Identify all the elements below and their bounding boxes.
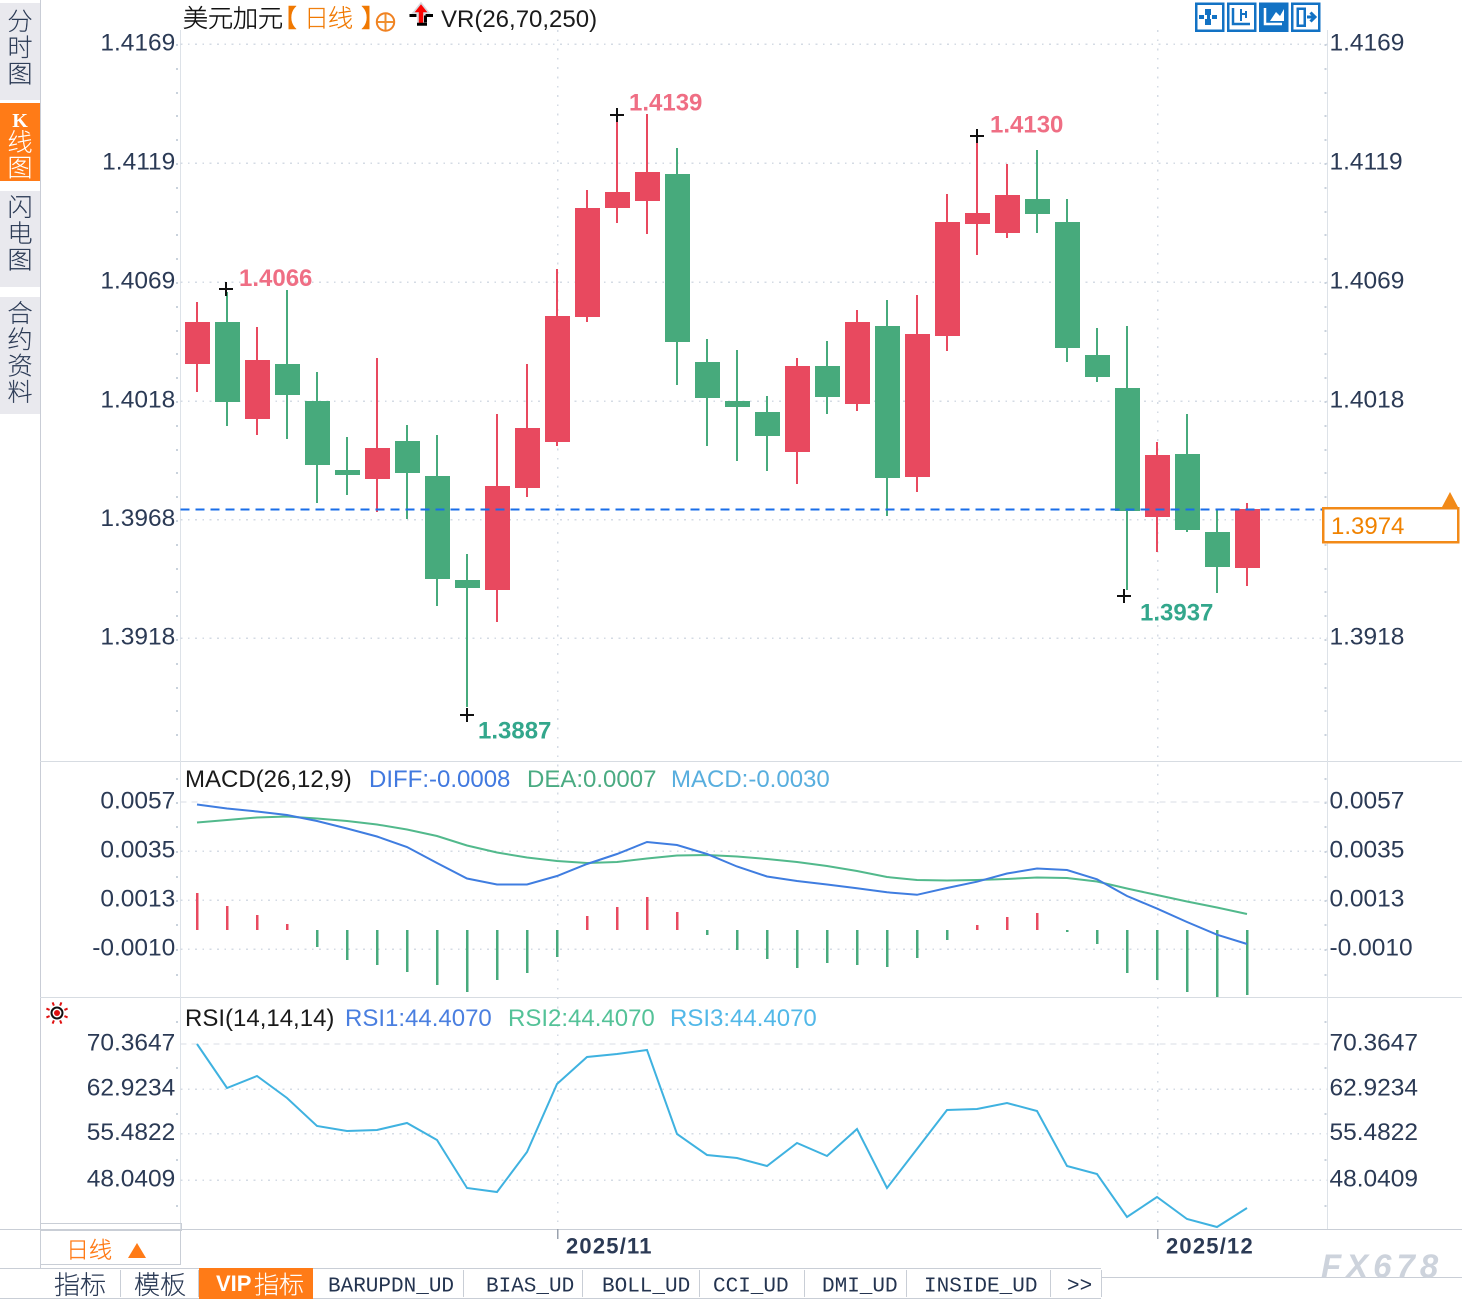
svg-text:DMI_UD: DMI_UD	[822, 1276, 898, 1299]
svg-text:-0.0010: -0.0010	[1330, 935, 1413, 962]
svg-text:1.4069: 1.4069	[1330, 268, 1405, 295]
svg-text:1.4139: 1.4139	[629, 90, 702, 117]
svg-text:1.3887: 1.3887	[478, 718, 551, 745]
svg-text:55.4822: 55.4822	[87, 1119, 176, 1146]
svg-text:2025/12: 2025/12	[1166, 1234, 1254, 1259]
svg-text:K: K	[12, 110, 28, 132]
svg-text:70.3647: 70.3647	[87, 1030, 176, 1057]
svg-text:0.0057: 0.0057	[1330, 788, 1405, 815]
svg-text:DEA:0.0007: DEA:0.0007	[527, 766, 656, 793]
svg-text:1.4119: 1.4119	[102, 149, 175, 176]
svg-text:1.4018: 1.4018	[1330, 387, 1405, 414]
svg-text:CCI_UD: CCI_UD	[713, 1276, 789, 1299]
svg-text:1.3918: 1.3918	[1330, 624, 1405, 651]
svg-text:FX678: FX678	[1321, 1248, 1443, 1285]
svg-text:1.4069: 1.4069	[100, 268, 175, 295]
svg-text:VR(26,70,250): VR(26,70,250)	[441, 6, 597, 33]
svg-text:62.9234: 62.9234	[87, 1075, 176, 1102]
svg-text:RSI3:44.4070: RSI3:44.4070	[670, 1005, 817, 1032]
svg-text:RSI1:44.4070: RSI1:44.4070	[345, 1005, 492, 1032]
svg-text:62.9234: 62.9234	[1330, 1075, 1419, 1102]
svg-text:MACD(26,12,9): MACD(26,12,9)	[185, 766, 352, 793]
svg-text:DIFF:-0.0008: DIFF:-0.0008	[369, 766, 510, 793]
svg-text:RSI(14,14,14): RSI(14,14,14)	[185, 1005, 334, 1032]
svg-text:1.3974: 1.3974	[1331, 513, 1404, 540]
svg-text:1.3937: 1.3937	[1140, 600, 1213, 627]
svg-text:>>: >>	[1067, 1276, 1092, 1299]
svg-text:1.4066: 1.4066	[239, 265, 312, 292]
svg-text:1.4169: 1.4169	[1330, 30, 1405, 57]
svg-text:1.4119: 1.4119	[1330, 149, 1403, 176]
svg-text:BOLL_UD: BOLL_UD	[602, 1276, 690, 1299]
svg-text:RSI2:44.4070: RSI2:44.4070	[508, 1005, 655, 1032]
svg-text:0.0013: 0.0013	[1330, 886, 1405, 913]
svg-text:48.0409: 48.0409	[87, 1166, 176, 1193]
svg-text:0.0035: 0.0035	[1330, 837, 1405, 864]
svg-text:1.4130: 1.4130	[990, 112, 1063, 139]
svg-text:BARUPDN_UD: BARUPDN_UD	[328, 1276, 454, 1299]
svg-text:-0.0010: -0.0010	[92, 935, 175, 962]
svg-text:70.3647: 70.3647	[1330, 1030, 1419, 1057]
svg-text:VIP: VIP	[216, 1271, 251, 1296]
svg-text:1.4018: 1.4018	[100, 387, 175, 414]
svg-text:BIAS_UD: BIAS_UD	[486, 1276, 574, 1299]
svg-text:0.0035: 0.0035	[100, 837, 175, 864]
svg-text:MACD:-0.0030: MACD:-0.0030	[671, 766, 830, 793]
svg-text:55.4822: 55.4822	[1330, 1119, 1419, 1146]
svg-text:2025/11: 2025/11	[566, 1234, 653, 1259]
svg-text:0.0057: 0.0057	[100, 788, 175, 815]
svg-text:1.3968: 1.3968	[100, 505, 175, 532]
svg-text:0.0013: 0.0013	[100, 886, 175, 913]
svg-text:1.4169: 1.4169	[100, 30, 175, 57]
svg-text:48.0409: 48.0409	[1330, 1166, 1419, 1193]
svg-text:1.3918: 1.3918	[100, 624, 175, 651]
svg-text:INSIDE_UD: INSIDE_UD	[924, 1276, 1037, 1299]
